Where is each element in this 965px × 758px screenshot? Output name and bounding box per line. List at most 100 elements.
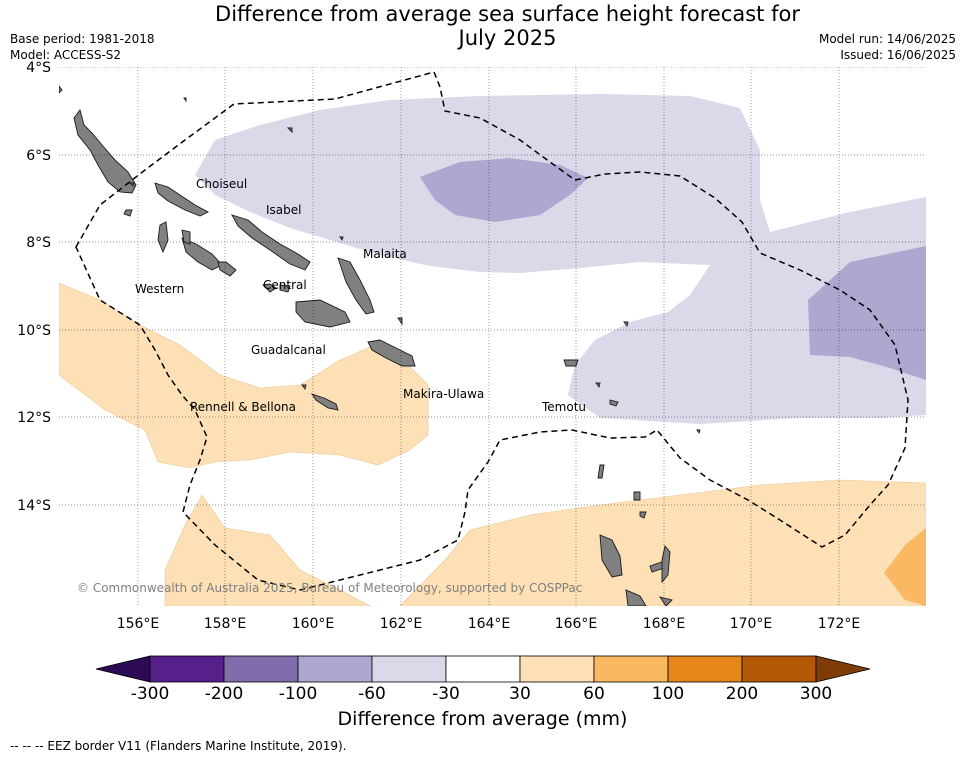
island-malaita	[337, 257, 375, 315]
colorbar-cells	[149, 655, 817, 683]
label-isabel: Isabel	[266, 203, 301, 217]
island-small-5	[696, 429, 701, 435]
island-temotu-3	[609, 399, 619, 407]
title-line-2: July 2025	[458, 26, 557, 50]
island-temotu-2	[595, 382, 601, 389]
colorbar-cell	[741, 655, 817, 683]
colorbar-label: -200	[204, 684, 244, 704]
island-new-georgia-3	[181, 229, 191, 245]
anomaly-pos-light-southeast	[399, 479, 926, 606]
lat-label-6s: 6°S	[26, 148, 51, 164]
label-malaita: Malaita	[363, 247, 407, 261]
island-vanuatu-6	[639, 511, 647, 519]
label-temotu: Temotu	[541, 400, 586, 414]
anomaly-pos-light-west	[59, 282, 429, 469]
colorbar-cell	[667, 655, 743, 683]
lon-label-172e: 172°E	[818, 616, 861, 632]
lon-label-168e: 168°E	[643, 616, 686, 632]
lat-label-8s: 8°S	[26, 235, 51, 251]
anomaly-neg-light-north	[195, 94, 926, 424]
map-area: Choiseul Isabel Malaita Western Central …	[59, 67, 926, 606]
colorbar-label: 30	[509, 684, 531, 704]
island-new-georgia-2	[157, 221, 169, 254]
island-new-georgia	[181, 237, 223, 271]
lon-label-166e: 166°E	[555, 616, 598, 632]
island-rennell	[310, 393, 339, 411]
longitude-labels: 156°E 158°E 160°E 162°E 164°E 166°E 168°…	[117, 616, 861, 632]
island-central-2	[279, 284, 291, 293]
gridlines	[59, 67, 926, 606]
lon-label-164e: 164°E	[468, 616, 511, 632]
meta-left: Base period: 1981-2018 Model: ACCESS-S2	[10, 31, 155, 63]
colorbar-label: -100	[278, 684, 318, 704]
lon-label-158e: 158°E	[204, 616, 247, 632]
eez-footnote: -- -- -- EEZ border V11 (Flanders Marine…	[10, 739, 347, 753]
island-vanuatu-4	[661, 545, 671, 584]
province-labels: Choiseul Isabel Malaita Western Central …	[135, 177, 586, 414]
anomaly-pos-medium-southeast	[884, 528, 926, 606]
land-masses	[59, 85, 701, 606]
colorbar	[95, 655, 871, 683]
map-title: Difference from average sea surface heig…	[0, 2, 965, 50]
label-choiseul: Choiseul	[196, 177, 247, 191]
colorbar-label: -60	[358, 684, 386, 704]
label-makira-ulawa: Makira-Ulawa	[403, 387, 484, 401]
colorbar-label: 100	[651, 684, 685, 704]
island-ulawa	[397, 317, 403, 326]
island-vanuatu-1	[599, 534, 623, 578]
island-bellona	[301, 384, 307, 391]
latitude-labels: 4°S 6°S 8°S 10°S 12°S 14°S	[17, 60, 51, 514]
eez-border	[75, 71, 909, 591]
colorbar-cell	[445, 655, 521, 683]
island-ontong-java	[286, 127, 293, 134]
label-western: Western	[135, 282, 184, 296]
lon-label-160e: 160°E	[292, 616, 335, 632]
title-line-1: Difference from average sea surface heig…	[215, 2, 800, 26]
island-shortland	[59, 85, 63, 94]
colorbar-cell	[297, 655, 373, 683]
colorbar-label: 60	[583, 684, 605, 704]
colorbar-label: 300	[799, 684, 833, 704]
colorbar-cell	[223, 655, 299, 683]
model-run: Model run: 14/06/2025	[818, 32, 956, 46]
label-central: Central	[263, 278, 307, 292]
colorbar-cell	[519, 655, 595, 683]
island-central	[262, 283, 277, 293]
lat-label-14s: 14°S	[17, 498, 51, 514]
label-rennell-bellona: Rennell & Bellona	[190, 400, 296, 414]
island-temotu-1	[563, 359, 579, 367]
island-vanuatu-8	[658, 596, 673, 606]
island-isabel	[231, 214, 311, 271]
colorbar-label: -30	[432, 684, 460, 704]
island-small-4	[339, 236, 344, 242]
lon-label-156e: 156°E	[117, 616, 160, 632]
anomaly-pos-light-south	[164, 494, 371, 606]
island-choiseul	[73, 108, 137, 194]
island-makira	[367, 339, 416, 367]
label-guadalcanal: Guadalcanal	[251, 343, 326, 357]
copyright-notice: © Commonwealth of Australia 2025, Bureau…	[77, 581, 582, 595]
lon-label-162e: 162°E	[380, 616, 423, 632]
colorbar-label: -300	[130, 684, 170, 704]
lat-label-4s: 4°S	[26, 60, 51, 76]
lat-label-10s: 10°S	[17, 323, 51, 339]
model-name: Model: ACCESS-S2	[10, 48, 122, 62]
colorbar-extend-low	[95, 655, 151, 683]
island-guadalcanal	[295, 299, 351, 328]
lon-label-170e: 170°E	[730, 616, 773, 632]
colorbar-cell	[149, 655, 225, 683]
colorbar-cell	[371, 655, 447, 683]
island-vanuatu-7	[597, 464, 605, 479]
issued-date: Issued: 16/06/2025	[840, 48, 956, 62]
island-new-georgia-4	[217, 261, 237, 277]
island-vella	[123, 209, 133, 217]
island-vanuatu-2	[625, 589, 647, 606]
island-small-1	[183, 97, 187, 103]
anomaly-neg-medium-north	[420, 158, 588, 222]
island-small-2	[128, 182, 135, 187]
colorbar-cell	[593, 655, 669, 683]
base-period: Base period: 1981-2018	[10, 32, 155, 46]
lat-label-12s: 12°S	[17, 410, 51, 426]
colorbar-title: Difference from average (mm)	[337, 708, 628, 730]
island-small-3	[623, 321, 629, 328]
